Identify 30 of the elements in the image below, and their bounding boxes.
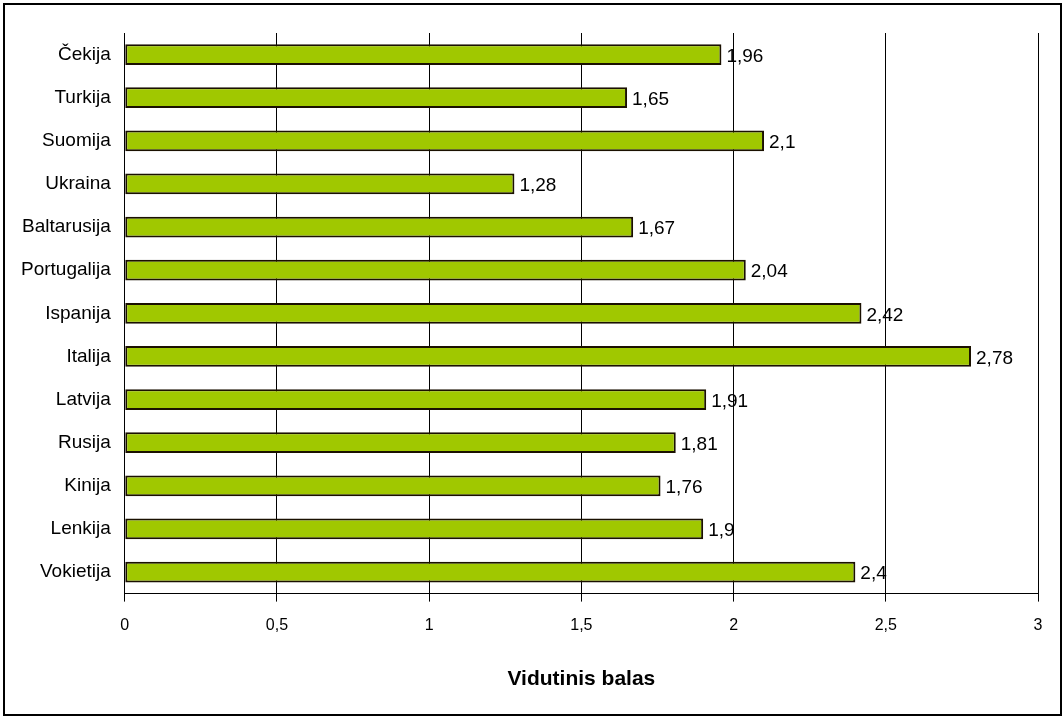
y-tick-label: Turkija — [54, 85, 112, 107]
x-tick-label: 1 — [424, 615, 434, 633]
y-tick-label: Vokietija — [40, 560, 112, 582]
x-tick-label: 0,5 — [265, 615, 289, 633]
data-label: 2,78 — [976, 346, 1014, 368]
data-label: 1,28 — [519, 174, 557, 196]
data-label: 2,04 — [750, 260, 789, 282]
data-label: 1,76 — [665, 476, 703, 498]
data-label: 1,67 — [638, 217, 676, 239]
y-tick-label: Ukraina — [45, 172, 112, 194]
x-tick-label: 0 — [120, 615, 130, 633]
x-tick-label: 3 — [1033, 615, 1043, 633]
y-tick-label: Portugalija — [21, 258, 112, 280]
x-axis-title: Vidutinis balas — [507, 666, 656, 690]
y-tick-label: Ispanija — [45, 301, 112, 323]
y-tick-label: Kinija — [64, 474, 112, 496]
x-tick-label: 2,5 — [874, 615, 898, 633]
data-label: 1,65 — [632, 87, 670, 109]
y-tick-label: Italija — [66, 344, 112, 366]
y-tick-label: Baltarusija — [22, 215, 112, 237]
data-label: 1,81 — [680, 432, 718, 454]
y-tick-label: Čekija — [57, 42, 112, 64]
data-label: 2,1 — [769, 131, 796, 153]
data-label: 1,9 — [708, 519, 735, 541]
x-tick-label: 2 — [729, 615, 739, 633]
y-tick-label: Suomija — [42, 129, 112, 151]
x-tick-label: 1,5 — [570, 615, 593, 633]
y-tick-label: Lenkija — [50, 517, 112, 539]
y-tick-label: Latvija — [55, 387, 112, 409]
y-tick-label: Rusija — [57, 430, 112, 452]
